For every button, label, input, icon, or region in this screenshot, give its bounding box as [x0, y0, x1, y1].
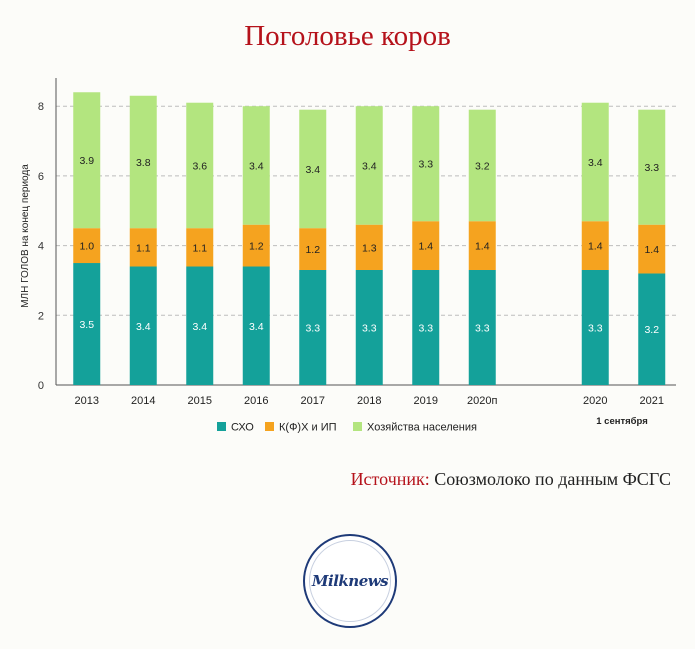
bar-segment: [581, 269, 609, 385]
y-tick-label: 2: [38, 310, 44, 322]
data-label: 1.4: [644, 244, 659, 256]
bar-segment: [186, 266, 214, 385]
data-label: 1.1: [192, 242, 207, 254]
bar-segment: [355, 106, 383, 225]
data-label: 3.3: [305, 322, 320, 334]
data-label: 3.8: [136, 157, 151, 169]
bar-segment: [412, 221, 440, 270]
y-tick-label: 8: [38, 101, 44, 113]
group-label: 1 сентября: [596, 416, 648, 427]
x-tick-label: 2019: [414, 395, 438, 407]
bar-segment: [638, 224, 666, 274]
bar-segment: [299, 109, 327, 229]
legend-swatch: [217, 422, 226, 431]
bar-segment: [468, 109, 496, 222]
data-label: 3.4: [588, 157, 603, 169]
logo-ring: Milknews: [309, 540, 391, 622]
bar-segment: [129, 95, 157, 229]
bar-segment: [242, 224, 270, 267]
bar-segment: [412, 106, 440, 222]
bar-segment: [299, 228, 327, 270]
data-label: 3.4: [362, 160, 377, 172]
data-label: 3.4: [192, 321, 207, 333]
bar-segment: [468, 221, 496, 270]
bar-segment: [73, 228, 101, 264]
x-tick-label: 2014: [131, 395, 155, 407]
data-label: 3.4: [249, 321, 264, 333]
stacked-bar-chart: 0 2 4 6 8 МЛН ГОЛОВ на конец периода 3.5 1.0 3.9…: [20, 78, 676, 434]
source-label: Источник:: [350, 469, 430, 489]
data-label: 1.2: [249, 241, 264, 253]
source-note: Источник: Союзмолоко по данным ФСГС: [351, 469, 671, 490]
data-label: 3.3: [588, 322, 603, 334]
data-label: 3.3: [418, 159, 433, 171]
x-tick-label: 2016: [244, 395, 268, 407]
y-tick-label: 0: [38, 380, 44, 392]
legend-label: СХО: [231, 422, 254, 434]
bar-segment: [129, 228, 157, 267]
data-label: 1.4: [475, 241, 490, 253]
data-label: 1.4: [418, 241, 433, 253]
bar-segment: [186, 102, 214, 229]
data-label: 3.5: [79, 319, 94, 331]
legend-swatch: [265, 422, 274, 431]
x-tick-label: 2013: [75, 395, 99, 407]
source-text: Союзмолоко по данным ФСГС: [434, 469, 671, 489]
bar-segment: [355, 224, 383, 270]
legend-label: К(Ф)Х и ИП: [279, 422, 337, 434]
data-label: 3.4: [249, 160, 264, 172]
data-label: 1.1: [136, 242, 151, 254]
x-tick-label: 2021: [640, 395, 664, 407]
bar-segment: [186, 228, 214, 267]
x-tick-label: 2015: [188, 395, 212, 407]
bar-segment: [638, 109, 666, 225]
bar-segment: [242, 266, 270, 385]
data-label: 3.3: [418, 322, 433, 334]
data-label: 3.2: [644, 324, 659, 336]
data-label: 1.2: [305, 244, 320, 256]
bar-segment: [638, 273, 666, 385]
bar-segment: [299, 269, 327, 385]
chart-title: Поголовье коров: [244, 20, 451, 52]
bar-segment: [412, 269, 440, 385]
data-label: 1.3: [362, 242, 377, 254]
bar-segment: [581, 102, 609, 222]
bar-segment: [581, 221, 609, 270]
bar-segment: [129, 266, 157, 385]
data-label: 3.4: [305, 164, 320, 176]
y-tick-label: 4: [38, 241, 44, 253]
y-axis-title: МЛН ГОЛОВ на конец периода: [20, 164, 31, 308]
x-tick-label: 2020п: [467, 395, 497, 407]
data-label: 3.3: [475, 322, 490, 334]
y-tick-label: 6: [38, 171, 44, 183]
x-tick-label: 2018: [357, 395, 381, 407]
legend-label: Хозяйства населения: [367, 422, 477, 434]
data-label: 3.6: [192, 160, 207, 172]
x-tick-label: 2020: [583, 395, 607, 407]
legend-swatch: [353, 422, 362, 431]
data-label: 3.2: [475, 160, 490, 172]
data-label: 3.3: [644, 162, 659, 174]
x-tick-label: 2017: [301, 395, 325, 407]
data-label: 3.9: [79, 155, 94, 167]
data-label: 1.4: [588, 241, 603, 253]
logo-text: Milknews: [311, 572, 389, 590]
milknews-logo: Milknews: [303, 534, 397, 628]
bar-segment: [242, 106, 270, 225]
bar-segment: [73, 92, 101, 229]
data-label: 3.3: [362, 322, 377, 334]
bar-segment: [355, 269, 383, 385]
data-label: 1.0: [79, 241, 94, 253]
bar-segment: [468, 269, 496, 385]
bar-segment: [73, 263, 101, 385]
data-label: 3.4: [136, 321, 151, 333]
